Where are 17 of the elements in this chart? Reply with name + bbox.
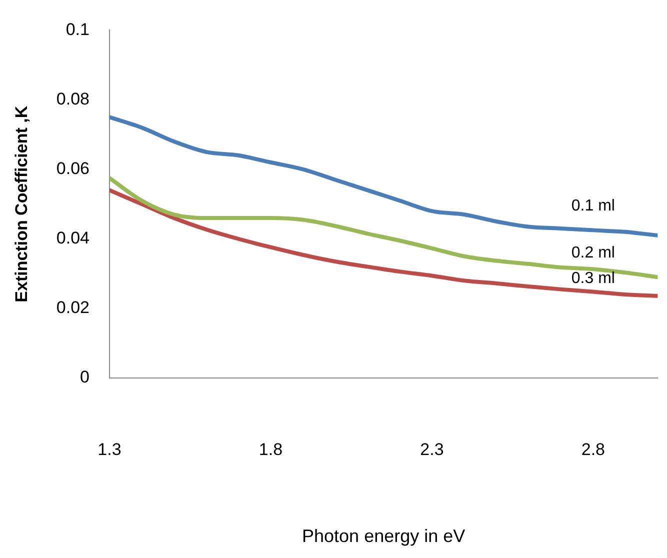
x-axis-title: Photon energy in eV bbox=[302, 526, 466, 546]
line-series bbox=[109, 115, 658, 238]
y-tick-label: 0.08 bbox=[56, 89, 90, 108]
x-tick-label: 2.3 bbox=[420, 440, 444, 459]
x-tick-label: 2.8 bbox=[581, 440, 606, 459]
x-tick-label: 1.8 bbox=[258, 440, 283, 459]
line-series bbox=[109, 188, 658, 298]
series-label: 0.3 ml bbox=[571, 270, 615, 288]
x-tick-label: 1.3 bbox=[98, 440, 122, 459]
series-label: 0.2 ml bbox=[571, 244, 615, 262]
series-label: 0.1 ml bbox=[571, 198, 615, 215]
y-tick-label: 0 bbox=[80, 368, 90, 387]
y-tick-label: 0.04 bbox=[56, 228, 90, 248]
y-tick-label: 0.02 bbox=[56, 298, 90, 318]
y-tick-label: 0.1 bbox=[66, 20, 90, 39]
y-axis-title: Extinction Coefficient ,K bbox=[12, 105, 31, 302]
y-tick-label: 0.06 bbox=[56, 159, 90, 178]
